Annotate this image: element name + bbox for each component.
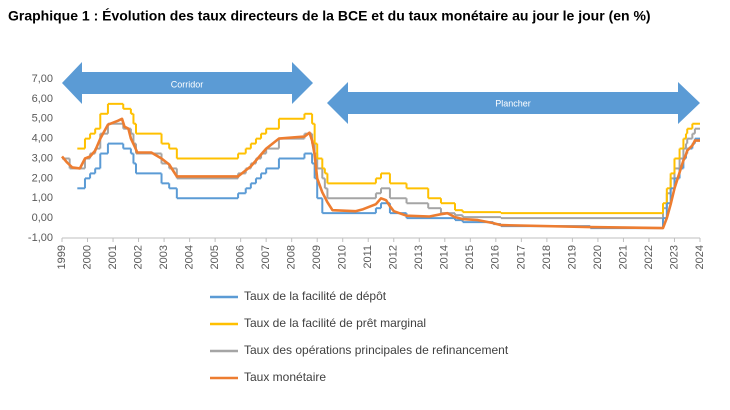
series	[77, 137, 700, 230]
x-tick-label: 2011	[362, 245, 374, 269]
x-tick-label: 2018	[541, 245, 553, 269]
x-tick-label: 2013	[413, 245, 425, 269]
corridor-arrow: Corridor	[62, 62, 313, 104]
x-tick-label: 2017	[515, 245, 527, 269]
legend-label: Taux des opérations principales de refin…	[244, 343, 509, 357]
x-tick-label: 2021	[617, 245, 629, 269]
x-tick-label: 2005	[209, 245, 221, 269]
legend-label: Taux de la facilité de prêt marginal	[244, 316, 426, 330]
x-tick-label: 2020	[592, 245, 604, 269]
x-tick-label: 2008	[286, 245, 298, 269]
x-tick-label: 2024	[694, 245, 706, 269]
x-tick-label: 2014	[439, 245, 451, 269]
x-tick-label: 2000	[81, 245, 93, 269]
arrow	[62, 62, 313, 104]
y-tick-label: 2,00	[32, 172, 53, 184]
x-tick-label: 1999	[56, 245, 68, 269]
y-tick-label: 4,00	[32, 133, 53, 145]
x-tick-label: 2012	[388, 245, 400, 269]
legend-label: Taux monétaire	[244, 370, 326, 384]
series	[61, 117, 700, 230]
y-tick-label: -1,00	[28, 232, 53, 244]
x-tick-label: 2023	[668, 245, 680, 269]
series	[77, 102, 700, 215]
legend-label: Taux de la facilité de dépôt	[244, 289, 387, 303]
y-tick-label: 0,00	[32, 212, 53, 224]
arrow	[327, 82, 700, 124]
chart-title: Graphique 1 : Évolution des taux directe…	[8, 8, 651, 24]
x-tick-label: 2007	[260, 245, 272, 269]
x-tick-label: 2001	[107, 245, 119, 269]
x-tick-label: 2004	[184, 245, 196, 269]
x-tick-label: 2006	[235, 245, 247, 269]
x-tick-label: 2016	[490, 245, 502, 269]
y-tick-label: 7,00	[32, 73, 53, 85]
x-tick-label: 2022	[643, 245, 655, 269]
annotation: Plancher	[495, 98, 531, 108]
annotation: Corridor	[171, 79, 204, 89]
x-tick-label: 2003	[158, 245, 170, 269]
x-tick-label: 2010	[337, 245, 349, 269]
x-tick-label: 2009	[311, 245, 323, 269]
y-tick-label: 1,00	[32, 192, 53, 204]
y-tick-label: 5,00	[32, 113, 53, 125]
x-tick-label: 2002	[132, 245, 144, 269]
plancher-arrow: Plancher	[327, 82, 700, 124]
x-tick-label: 2019	[566, 245, 578, 269]
y-tick-label: 6,00	[32, 93, 53, 105]
x-tick-label: 2015	[464, 245, 476, 269]
line	[61, 117, 700, 230]
y-tick-label: 3,00	[32, 152, 53, 164]
